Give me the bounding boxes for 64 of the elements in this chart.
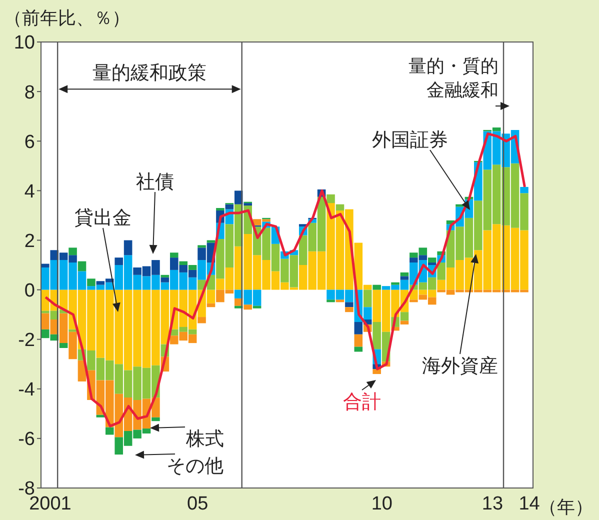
bar [410,300,418,302]
series-label: 株式 [185,429,224,450]
ref-line-label: 量的・質的金融緩和 [408,56,499,100]
bar [400,320,409,324]
line-series [44,132,526,428]
bar [206,240,216,243]
bar [345,302,354,308]
text: 貸出金 [74,207,132,229]
series-label: 海外資産 [422,355,498,377]
series-label: 合計 [343,392,381,413]
bar [400,272,409,276]
bar [372,284,381,290]
bar [170,252,178,258]
bar [87,278,96,286]
bar [225,204,234,210]
bar [68,248,77,256]
bar [152,417,160,422]
y-tick-label: 2 [24,230,35,252]
bar [78,261,86,272]
bar [160,274,170,278]
bar [372,369,381,374]
bar [188,265,197,270]
bar [354,334,363,347]
series-label: 外国証券 [372,130,448,151]
bar [114,258,123,265]
x-tick-label: 05 [187,493,208,514]
bar [124,240,132,256]
bar [363,290,372,308]
bar [428,258,436,263]
bar [326,194,335,204]
text: 社債 [136,172,174,193]
bar [206,303,216,308]
x-tick-label: 13 [482,493,504,514]
bar [345,307,354,312]
bar [59,343,68,348]
bar [198,245,206,248]
x-tick-label: 10 [371,493,392,514]
y-tick-label: 0 [24,280,35,302]
annotation: 量的緩和政策 [92,63,207,84]
bar [41,264,50,268]
y-tick-label: 10 [14,32,35,54]
y-tick-label: -2 [18,330,35,352]
bar [326,300,335,302]
bar [336,204,344,210]
series-label: その他 [166,456,224,477]
bar [105,427,114,435]
y-tick-label: 6 [24,132,35,153]
bar [252,306,262,308]
bar [520,186,528,194]
bar [160,277,170,282]
bar [198,317,206,324]
bar [400,276,409,280]
bar [68,329,77,332]
bar [179,261,188,265]
y-tick-label: -6 [18,429,35,450]
bar [336,300,344,302]
x-axis-title: （年） [539,497,593,517]
x-tick-label: 14 [518,493,540,514]
bar [391,282,400,285]
y-axis-title: （前年比、％） [4,8,130,28]
y-tick-label: -4 [18,380,36,401]
bar [96,414,105,418]
y-tick-label: 8 [24,82,35,104]
y-tick-label: 4 [24,181,36,202]
